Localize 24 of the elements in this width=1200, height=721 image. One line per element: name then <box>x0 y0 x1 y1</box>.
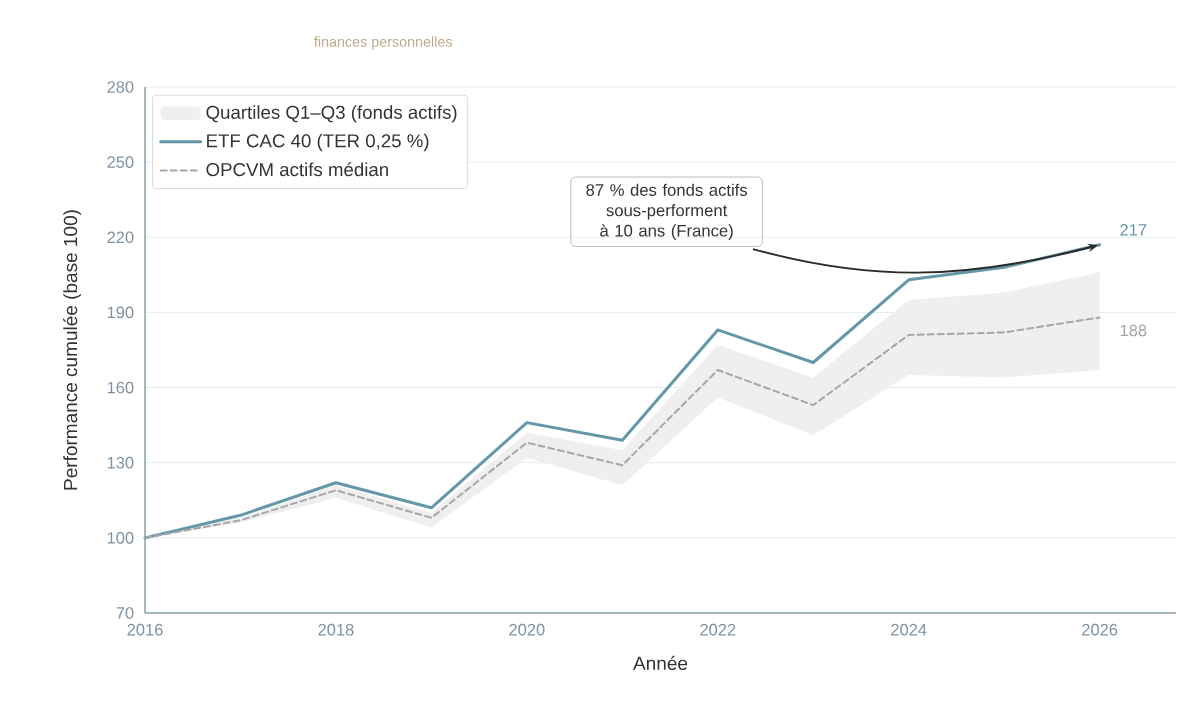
data-label: 217 <box>1120 224 1147 236</box>
x-tick-label: 2026 <box>1082 623 1118 636</box>
data-label: 188 <box>1120 324 1147 337</box>
x-tick-label: 2022 <box>700 623 736 636</box>
legend-label: Quartiles Q1–Q3 (fonds actifs) <box>206 105 457 123</box>
legend-label: OPCVM actifs médian <box>206 162 388 177</box>
y-tick-label: 160 <box>107 381 134 394</box>
annotation: 87 % des fonds actifs sous-performent à 10 ans (France) <box>586 183 748 240</box>
y-tick-label: 220 <box>107 231 134 244</box>
y-tick-label: 130 <box>107 456 134 469</box>
y-tick-label: 70 <box>116 607 134 619</box>
y-tick-label: 280 <box>107 81 134 93</box>
y-axis-title: Performance cumulée (base 100) <box>63 210 81 490</box>
x-axis-title: Année <box>633 655 688 671</box>
line-series <box>144 316 1101 539</box>
chart-subtitle: finances personnelles <box>314 36 452 50</box>
x-tick-label: 2016 <box>127 623 163 636</box>
x-tick-label: 2020 <box>509 623 545 636</box>
y-tick-label: 250 <box>107 156 134 168</box>
legend-label: ETF CAC 40 (TER 0,25 %) <box>207 133 429 152</box>
y-tick-label: 100 <box>107 531 134 544</box>
y-tick-label: 190 <box>107 306 134 319</box>
x-tick-label: 2024 <box>891 623 927 636</box>
x-tick-label: 2018 <box>318 623 354 636</box>
